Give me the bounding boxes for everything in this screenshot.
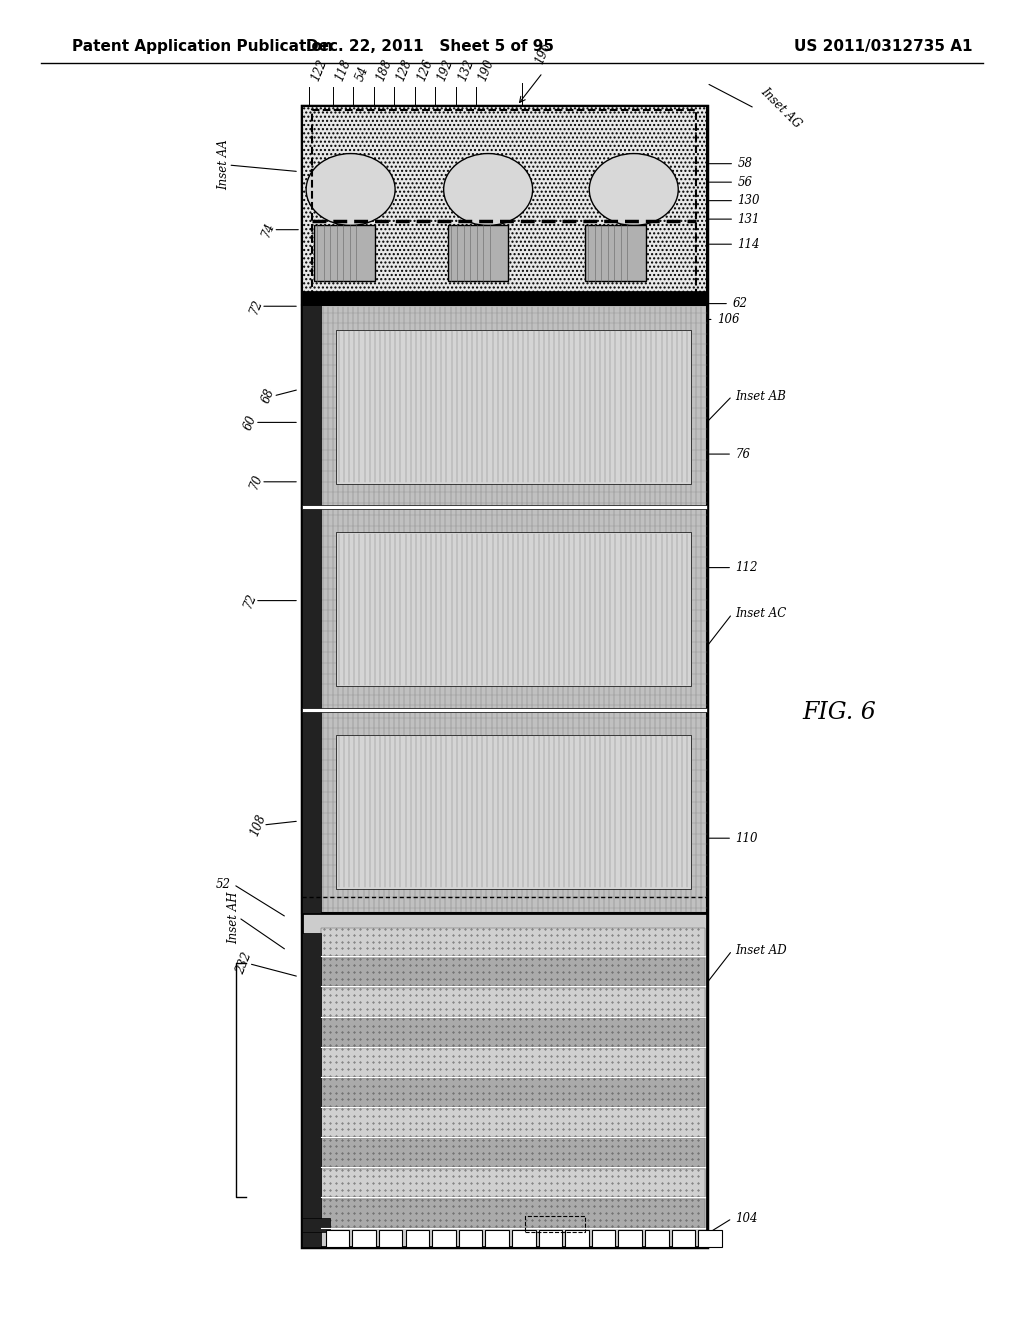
Text: Inset AD: Inset AD [735,944,786,957]
Text: 72: 72 [247,297,265,315]
Bar [539,1230,562,1247]
Bar [302,1218,330,1232]
Text: 58: 58 [737,157,753,170]
Bar [512,1230,536,1247]
Bar [645,1230,669,1247]
Text: Inset AB: Inset AB [735,389,786,403]
Text: 196: 196 [532,41,553,66]
Bar [314,226,375,281]
Bar [302,708,707,711]
Bar [321,1048,705,1077]
Bar [302,106,707,1247]
Bar [321,1018,705,1047]
Text: 104: 104 [735,1212,758,1225]
Text: 122: 122 [309,58,330,83]
Text: 68: 68 [259,387,278,405]
Text: 132: 132 [456,58,476,83]
Text: 130: 130 [737,194,760,207]
Text: 108: 108 [248,812,268,838]
Bar [524,1216,586,1232]
Bar [406,1230,429,1247]
Text: 74: 74 [259,220,278,239]
Bar [698,1230,722,1247]
Bar [302,508,707,710]
Text: US 2011/0312735 A1: US 2011/0312735 A1 [795,38,973,54]
Text: 106: 106 [717,313,739,326]
Bar [326,1230,349,1247]
Bar [302,710,707,913]
Text: 76: 76 [735,447,751,461]
Text: 232: 232 [233,950,254,977]
Text: 118: 118 [333,58,353,83]
Bar [302,292,707,305]
Bar [672,1230,695,1247]
Bar [321,1199,705,1228]
Bar [302,506,707,510]
Text: Inset AC: Inset AC [735,607,786,620]
Bar [321,928,705,956]
Text: 54: 54 [353,65,371,83]
Text: 192: 192 [435,58,456,83]
Bar [336,330,691,483]
Bar [432,1230,456,1247]
Bar [321,1109,705,1137]
Bar [321,1168,705,1197]
Bar [302,508,321,710]
Bar [565,1230,589,1247]
Bar [321,987,705,1016]
Text: Inset AG: Inset AG [758,86,804,131]
Ellipse shape [589,153,678,226]
Bar [302,913,707,1247]
Ellipse shape [443,153,532,226]
Text: 112: 112 [735,561,758,574]
Text: 52: 52 [216,878,230,891]
Text: 72: 72 [241,591,259,610]
Text: 190: 190 [476,58,497,83]
Text: Inset AA: Inset AA [217,140,229,190]
Bar [379,1230,402,1247]
Text: 110: 110 [735,832,758,845]
Bar [302,305,707,508]
Ellipse shape [306,153,395,226]
Text: FIG. 6: FIG. 6 [803,701,877,725]
Text: Patent Application Publication: Patent Application Publication [72,38,333,54]
Bar [459,1230,482,1247]
Bar [302,305,321,508]
Text: 114: 114 [737,238,760,251]
Text: Inset AH: Inset AH [227,891,240,944]
Bar [447,226,508,281]
Text: 131: 131 [737,213,760,226]
Text: 188: 188 [374,58,394,83]
Bar [336,532,691,686]
Bar [592,1230,615,1247]
Bar [485,1230,509,1247]
Text: 60: 60 [241,413,259,432]
Text: 62: 62 [732,297,748,310]
Bar [302,106,707,305]
Bar [321,1078,705,1107]
Bar [302,710,321,913]
Bar [321,1138,705,1167]
Text: 70: 70 [247,473,265,491]
Bar [618,1230,642,1247]
Text: 128: 128 [394,58,415,83]
Bar [321,957,705,986]
Bar [336,735,691,888]
Text: 56: 56 [737,176,753,189]
Bar [302,933,321,1247]
Text: Dec. 22, 2011   Sheet 5 of 95: Dec. 22, 2011 Sheet 5 of 95 [306,38,554,54]
Bar [586,226,646,281]
Text: 126: 126 [415,58,435,83]
Bar [352,1230,376,1247]
